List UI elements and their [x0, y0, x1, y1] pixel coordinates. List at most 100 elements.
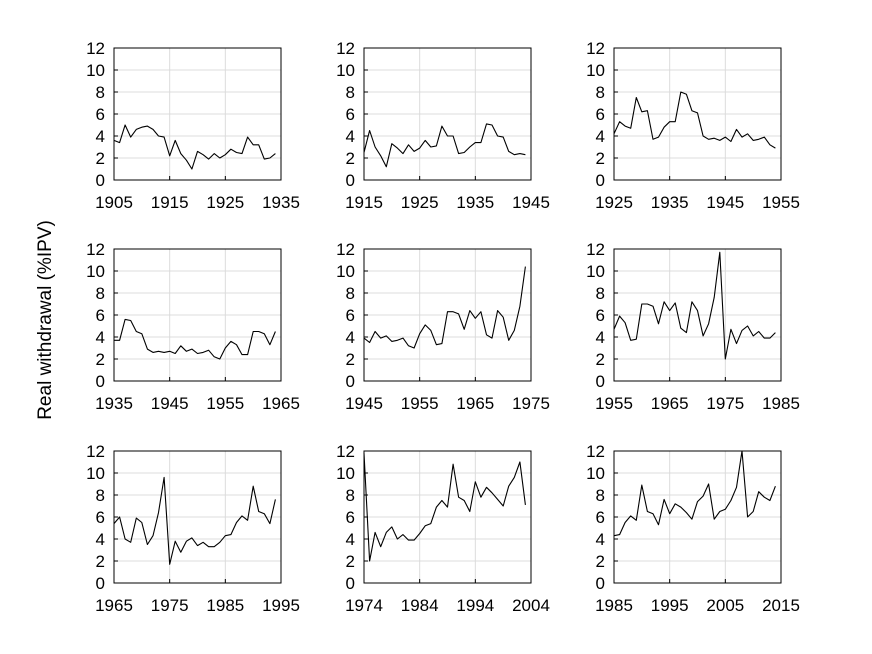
x-tick-label: 1974 [345, 596, 383, 615]
series-line [114, 318, 276, 360]
y-tick-label: 0 [596, 574, 605, 593]
y-tick-label: 12 [586, 240, 605, 259]
y-tick-label: 2 [596, 350, 605, 369]
subplot-2: 0 2 4 6 8 10 12 1915 1925 1935 1945 [336, 39, 550, 212]
x-tick-label: 1905 [95, 193, 133, 212]
y-tick-label: 0 [596, 171, 605, 190]
y-tick-label: 8 [346, 284, 355, 303]
subplot-1: 0 2 4 6 8 10 12 1905 1915 1925 1935 [86, 39, 300, 212]
y-tick-label: 6 [346, 508, 355, 527]
series-line [613, 450, 776, 537]
series-line [613, 91, 776, 149]
x-tick-label: 1995 [651, 596, 689, 615]
y-tick-label: 10 [86, 262, 105, 281]
y-tick-label: 12 [86, 240, 105, 259]
x-tick-label: 2004 [512, 596, 550, 615]
x-tick-label: 1925 [595, 193, 633, 212]
subplot-6: 0 2 4 6 8 10 12 1955 1965 1975 1985 [586, 240, 800, 413]
y-tick-label: 0 [346, 372, 355, 391]
y-tick-label: 2 [346, 552, 355, 571]
subplot-8: 0 2 4 6 8 10 12 1974 1984 1994 2004 [336, 442, 550, 615]
y-tick-label: 10 [86, 464, 105, 483]
y-tick-label: 10 [336, 464, 355, 483]
x-tick-label: 1915 [151, 193, 189, 212]
y-tick-label: 4 [596, 530, 605, 549]
x-tick-label: 1945 [512, 193, 550, 212]
x-tick-label: 1925 [401, 193, 439, 212]
y-tick-label: 6 [596, 306, 605, 325]
y-tick-label: 12 [586, 442, 605, 461]
x-tick-label: 1935 [262, 193, 300, 212]
x-tick-label: 1935 [651, 193, 689, 212]
x-tick-label: 1985 [762, 394, 800, 413]
y-tick-label: 10 [586, 464, 605, 483]
y-tick-label: 8 [596, 284, 605, 303]
y-tick-label: 4 [346, 127, 355, 146]
x-tick-label: 1915 [345, 193, 383, 212]
y-tick-label: 0 [96, 372, 105, 391]
y-tick-label: 10 [86, 61, 105, 80]
subplot-7: 0 2 4 6 8 10 12 1965 1975 1985 1995 [86, 442, 300, 615]
y-tick-label: 4 [96, 127, 105, 146]
x-tick-label: 1955 [401, 394, 439, 413]
y-tick-label: 4 [596, 328, 605, 347]
y-tick-label: 0 [96, 171, 105, 190]
y-tick-label: 4 [346, 530, 355, 549]
y-tick-label: 0 [346, 171, 355, 190]
y-tick-label: 4 [96, 530, 105, 549]
x-tick-label: 1965 [262, 394, 300, 413]
y-tick-label: 6 [346, 306, 355, 325]
y-tick-label: 12 [336, 240, 355, 259]
x-tick-label: 1955 [595, 394, 633, 413]
x-tick-label: 1994 [456, 596, 494, 615]
x-tick-label: 1945 [345, 394, 383, 413]
x-tick-label: 1995 [262, 596, 300, 615]
y-tick-label: 10 [336, 262, 355, 281]
x-tick-label: 1925 [206, 193, 244, 212]
x-tick-label: 1935 [95, 394, 133, 413]
y-tick-label: 2 [596, 149, 605, 168]
y-tick-label: 10 [336, 61, 355, 80]
y-tick-label: 4 [346, 328, 355, 347]
x-tick-label: 1935 [456, 193, 494, 212]
subplot-3: 0 2 4 6 8 10 12 1925 1935 1945 1955 [586, 39, 800, 212]
y-tick-label: 8 [596, 83, 605, 102]
x-tick-label: 2005 [706, 596, 744, 615]
x-tick-label: 2015 [762, 596, 800, 615]
y-tick-label: 8 [596, 486, 605, 505]
x-tick-label: 1985 [595, 596, 633, 615]
y-tick-label: 2 [346, 350, 355, 369]
y-tick-label: 6 [596, 105, 605, 124]
x-tick-label: 1965 [456, 394, 494, 413]
y-tick-label: 6 [96, 508, 105, 527]
subplot-4: 0 2 4 6 8 10 12 1935 1945 1955 1965 [86, 240, 300, 413]
y-tick-label: 8 [96, 284, 105, 303]
y-tick-label: 0 [96, 574, 105, 593]
y-tick-label: 10 [586, 262, 605, 281]
y-tick-label: 8 [346, 486, 355, 505]
series-line [363, 453, 526, 562]
y-axis-label: Real withdrawal (%IPV) [35, 220, 56, 420]
y-tick-label: 4 [96, 328, 105, 347]
x-tick-label: 1965 [651, 394, 689, 413]
x-tick-label: 1945 [706, 193, 744, 212]
y-tick-label: 10 [586, 61, 605, 80]
x-tick-label: 1965 [95, 596, 133, 615]
y-tick-label: 6 [96, 306, 105, 325]
x-tick-label: 1984 [401, 596, 439, 615]
x-tick-label: 1955 [762, 193, 800, 212]
x-tick-label: 1985 [206, 596, 244, 615]
y-tick-label: 2 [96, 350, 105, 369]
y-tick-label: 4 [596, 127, 605, 146]
y-tick-label: 12 [86, 39, 105, 58]
series-line [613, 251, 776, 360]
x-tick-label: 1945 [151, 394, 189, 413]
y-tick-label: 6 [96, 105, 105, 124]
x-tick-label: 1955 [206, 394, 244, 413]
y-tick-label: 8 [96, 83, 105, 102]
y-tick-label: 2 [96, 552, 105, 571]
series-line [363, 123, 526, 168]
subplot-9: 0 2 4 6 8 10 12 1985 1995 2005 2015 [586, 442, 800, 615]
series-line [113, 476, 276, 565]
